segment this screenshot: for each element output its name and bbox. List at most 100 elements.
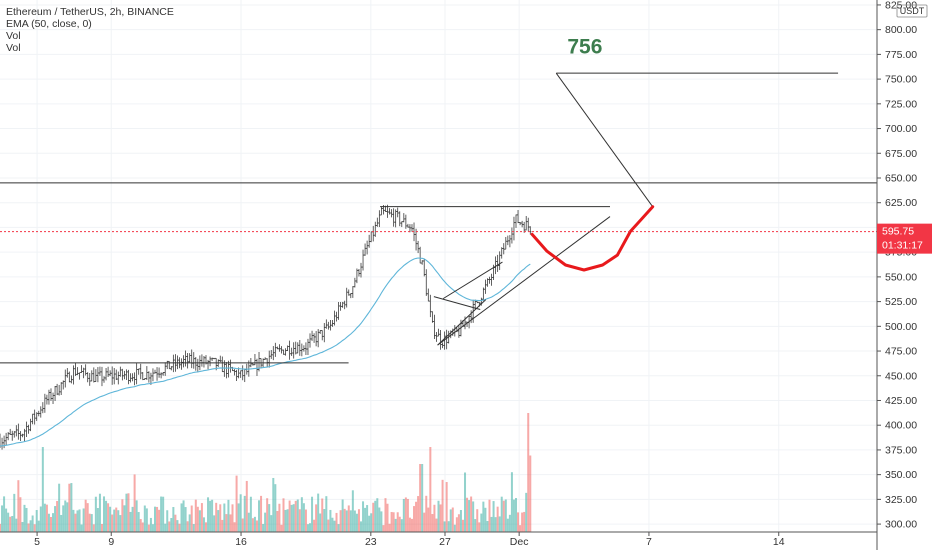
volume-bar xyxy=(498,516,501,532)
volume-bar xyxy=(45,504,48,532)
volume-bar xyxy=(52,513,55,532)
volume-bar xyxy=(492,501,495,532)
volume-indicator-label-2[interactable]: Vol xyxy=(6,42,21,54)
volume-bar xyxy=(490,516,493,532)
volume-bar xyxy=(255,520,258,532)
volume-bar xyxy=(84,499,87,532)
volume-bar xyxy=(339,510,342,532)
volume-bar xyxy=(488,499,491,532)
volume-bar xyxy=(400,519,403,532)
volume-bar xyxy=(29,520,32,532)
volume-bar xyxy=(100,523,103,532)
volume-bar xyxy=(96,508,99,532)
volume-bar xyxy=(158,509,161,532)
volume-bar xyxy=(415,501,418,532)
volume-bar xyxy=(225,514,228,532)
volume-bar xyxy=(127,493,130,532)
volume-bar xyxy=(121,499,124,532)
volume-bar xyxy=(372,502,375,532)
volume-bar xyxy=(251,518,254,532)
volume-bar xyxy=(209,500,212,532)
volume-bar xyxy=(502,500,505,532)
volume-bar xyxy=(207,497,210,532)
volume-bar xyxy=(319,513,322,532)
volume-bar xyxy=(202,517,205,532)
volume-bar xyxy=(333,520,336,532)
projection-curve xyxy=(530,205,655,272)
volume-bar xyxy=(370,513,373,532)
volume-bar xyxy=(219,504,222,532)
volume-bar xyxy=(180,503,183,532)
volume-bar xyxy=(268,504,271,532)
volume-bar xyxy=(278,503,281,532)
volume-bar xyxy=(382,525,385,532)
volume-bar xyxy=(470,496,473,532)
volume-bars xyxy=(0,413,532,532)
volume-bar xyxy=(213,515,216,532)
volume-bar xyxy=(368,515,371,532)
volume-bar xyxy=(351,490,354,532)
trendline xyxy=(433,296,481,310)
volume-bar xyxy=(306,524,309,532)
price-tick-label: 425.00 xyxy=(885,395,917,407)
price-tick-label: 475.00 xyxy=(885,346,917,358)
volume-bar xyxy=(317,493,320,532)
ema-indicator-label[interactable]: EMA (50, close, 0) xyxy=(6,18,92,30)
volume-bar xyxy=(217,510,220,532)
volume-bar xyxy=(33,524,36,532)
volume-bar xyxy=(160,496,163,532)
volume-bar xyxy=(37,520,40,532)
volume-bar xyxy=(17,480,20,532)
volume-bar xyxy=(9,516,12,532)
volume-bar xyxy=(443,521,446,532)
volume-bar xyxy=(196,506,199,532)
volume-bar xyxy=(343,508,346,532)
volume-bar xyxy=(0,523,1,532)
price-badge-bg xyxy=(877,223,932,254)
symbol-title[interactable]: Ethereum / TetherUS, 2h, BINANCE xyxy=(6,6,174,18)
volume-bar xyxy=(523,511,526,532)
volume-bar xyxy=(125,493,128,532)
volume-bar xyxy=(288,500,291,532)
volume-bar xyxy=(486,521,489,532)
volume-bar xyxy=(353,510,356,532)
price-tick-label: 400.00 xyxy=(885,420,917,432)
volume-bar xyxy=(464,472,467,532)
volume-bar xyxy=(453,524,456,532)
volume-bar xyxy=(198,510,201,532)
volume-bar xyxy=(151,524,154,532)
volume-bar xyxy=(480,513,483,532)
volume-bar xyxy=(98,493,101,532)
price-tick-label: 800.00 xyxy=(885,24,917,36)
volume-bar xyxy=(103,496,106,532)
volume-bar xyxy=(284,509,287,532)
volume-bar xyxy=(119,515,122,532)
trend-drawings xyxy=(0,72,877,364)
volume-bar xyxy=(510,472,513,532)
volume-bar xyxy=(386,503,389,532)
volume-bar xyxy=(107,503,110,532)
volume-bar xyxy=(60,514,63,532)
volume-bar xyxy=(527,413,530,532)
price-tick-label: 325.00 xyxy=(885,494,917,506)
volume-bar xyxy=(494,517,497,532)
volume-bar xyxy=(341,499,344,532)
volume-bar xyxy=(78,509,81,532)
volume-bar xyxy=(323,509,326,532)
time-axis[interactable]: 5 9 16 23 27 Dec 7 14 xyxy=(0,531,877,548)
volume-bar xyxy=(54,506,57,532)
volume-indicator-label[interactable]: Vol xyxy=(6,30,21,42)
volume-bar xyxy=(258,500,261,532)
volume-bar xyxy=(449,509,452,532)
volume-bar xyxy=(294,500,297,532)
volume-bar xyxy=(13,493,16,532)
volume-bar xyxy=(94,496,97,532)
volume-bar xyxy=(241,518,244,532)
volume-bar xyxy=(413,506,416,532)
price-axis-bg xyxy=(877,0,932,532)
volume-bar xyxy=(321,498,324,532)
price-axis[interactable]: 300.00 325.00 350.00 375.00 400.00 425.00 450.… xyxy=(876,0,932,550)
volume-bar xyxy=(394,518,397,532)
volume-bar xyxy=(182,500,185,532)
